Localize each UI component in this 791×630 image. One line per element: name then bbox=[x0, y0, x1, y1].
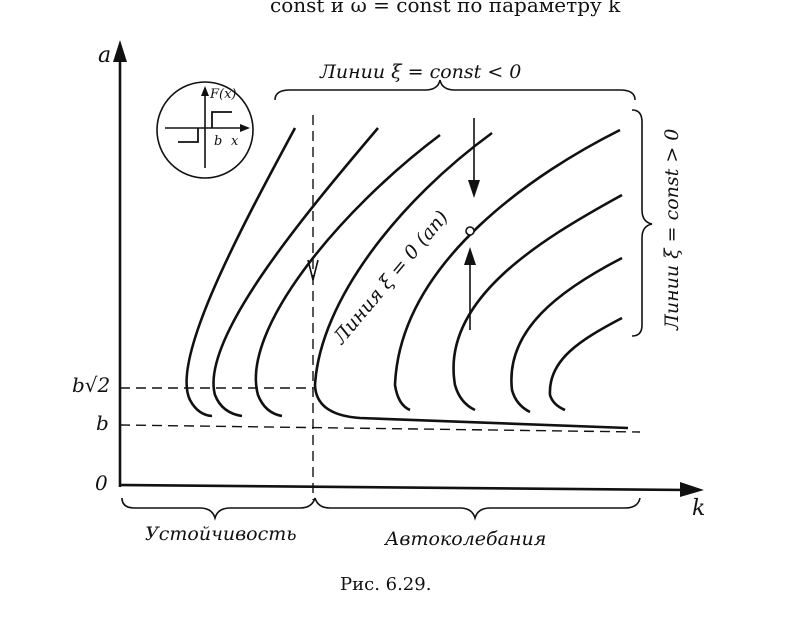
x-axis-label: k bbox=[692, 496, 705, 521]
guides bbox=[119, 115, 641, 500]
curves bbox=[185, 118, 629, 430]
inset-b-label: b bbox=[214, 134, 222, 149]
axes bbox=[113, 40, 704, 497]
stability-label: Устойчивость bbox=[145, 523, 297, 545]
y-axis-label: a bbox=[98, 43, 111, 68]
inset bbox=[156, 81, 254, 179]
b-sqrt2-label: b√2 bbox=[72, 373, 110, 397]
self-oscillation-label: Автоколебания bbox=[383, 528, 546, 550]
b-label: b bbox=[96, 411, 109, 435]
caption: Рис. 6.29. bbox=[340, 574, 431, 595]
braces bbox=[121, 79, 653, 521]
header-text: const и ω = const по параметру k bbox=[270, 0, 621, 17]
lines-negative-label: Линии ξ = const < 0 bbox=[319, 61, 521, 83]
lines-positive-label: Линии ξ = const > 0 bbox=[661, 129, 683, 331]
inset-x-label: x bbox=[231, 134, 239, 149]
origin-label: 0 bbox=[95, 471, 108, 495]
inset-function-label: F(x) bbox=[209, 87, 237, 102]
